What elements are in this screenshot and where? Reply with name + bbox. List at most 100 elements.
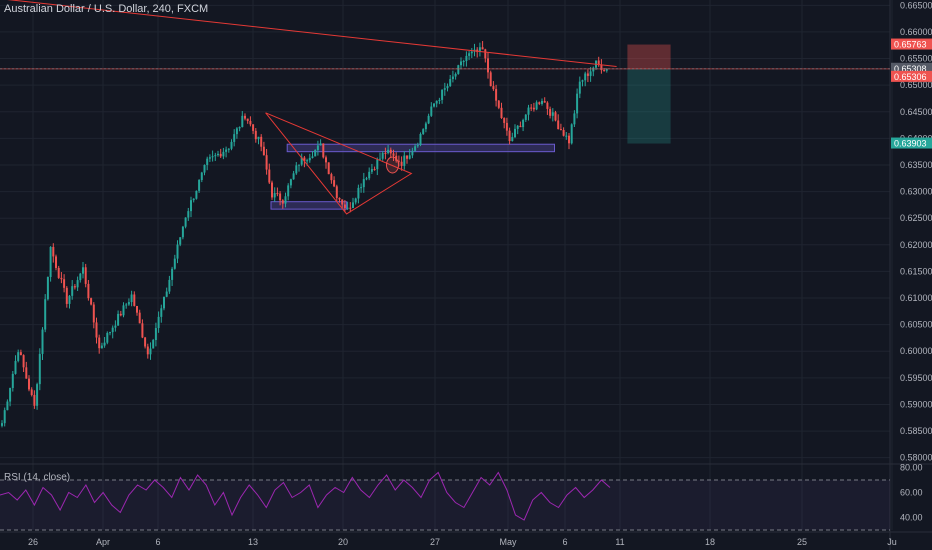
candle-body [303,157,306,162]
price-axis[interactable]: 0.58000 0.58500 0.59000 0.59500 0.60000 0.605… [891,0,932,463]
candle-body [52,246,55,257]
candle-body [246,118,249,121]
candle-body [76,280,79,288]
candle-body [268,169,271,183]
candle-body [49,246,52,277]
candle-body [276,193,279,195]
candle-body [500,107,503,119]
candle-body [541,101,543,104]
candle-body [492,86,495,90]
candle-body [211,156,214,158]
candle-body [568,135,570,144]
candle-body [333,180,336,187]
candle-body [287,185,290,197]
price-tick-label: 0.63000 [900,187,932,197]
candle-body [449,79,452,87]
candle-body [87,283,90,299]
candle-body [73,286,76,288]
candle-body [427,115,430,124]
candle-body [235,128,238,135]
candle-body [584,73,587,81]
candle-body [603,70,606,72]
candle-body [133,294,136,306]
price-label-text: 0.65763 [894,40,927,50]
candle-body [316,145,319,151]
candle-body [63,279,66,288]
candle-body [597,60,600,65]
candle-body [57,267,60,278]
price-tick-label: 0.58000 [900,453,932,463]
price-tick-label: 0.61000 [900,293,932,303]
candle-body [530,107,533,109]
candle-body [22,355,25,368]
candle-body [562,129,565,136]
candle-body [176,244,179,259]
candle-body [549,108,552,116]
candle-body [592,67,595,72]
candle-body [119,313,122,316]
candle-body [311,156,314,158]
candle-body [487,58,489,73]
candle-body [46,276,49,300]
highlight-ellipse [386,156,399,174]
candle-body [554,112,557,121]
rsi-line [0,471,611,521]
candle-body [198,180,201,191]
candle-body [397,160,400,162]
candle-body [284,196,287,204]
candle-body [589,71,592,76]
chart-title: Australian Dollar / U.S. Dollar, 240, FX… [4,3,209,15]
candle-body [252,124,255,131]
candle-body [214,155,217,157]
candle-body [203,164,206,173]
candle-body [100,345,103,349]
price-tick-label: 0.65000 [900,80,932,90]
time-tick-label: 13 [248,537,258,547]
candle-body [190,200,192,212]
candle-body [181,226,184,238]
candle-body [65,287,68,304]
candle-body [527,107,530,115]
candle-body [379,158,381,160]
time-tick-label: 18 [705,537,715,547]
candle-body [249,120,252,125]
price-label-text: 0.63903 [894,139,927,149]
price-tick-label: 0.66000 [900,27,932,37]
candle-body [349,207,352,209]
time-axis[interactable]: 26 Apr 6 13 20 27 May 6 11 18 25 Ju [28,537,897,547]
candle-body [44,299,47,330]
candle-body [92,304,95,323]
time-tick-label: 6 [155,537,160,547]
candle-body [457,65,460,74]
candle-body [605,69,608,71]
candle-body [352,202,354,208]
candle-body [387,149,390,154]
candle-body [389,149,392,154]
candle-body [478,47,481,52]
candle-body [60,277,63,280]
candle-body [206,158,209,165]
candle-body [370,169,373,172]
candle-body [184,217,187,227]
candle-body [98,337,101,349]
candle-body [279,193,282,201]
candle-body [17,352,20,361]
candle-body [422,129,425,134]
candle-body [36,384,39,406]
candle-body [79,273,82,281]
candle-body [408,155,411,159]
candle-body [157,316,160,329]
candle-body [130,294,133,303]
candle-body [125,304,128,306]
candle-body [578,81,581,94]
candle-body [524,114,527,120]
candle-body [28,378,30,390]
candle-body [354,198,357,203]
price-tick-label: 0.61500 [900,266,932,276]
candle-body [403,155,406,166]
rsi-tick-label: 40.00 [900,513,923,523]
candle-body [465,55,468,62]
candle-body [3,410,6,424]
time-tick-label: Ju [887,537,897,547]
